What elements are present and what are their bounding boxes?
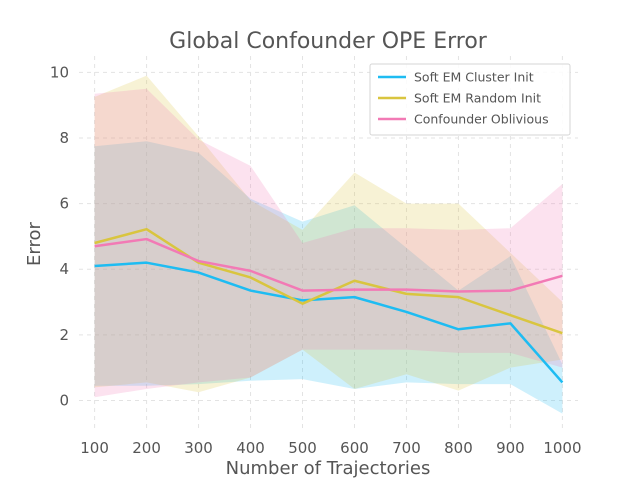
legend-box [369, 63, 571, 136]
x-tick-label: 900 [496, 439, 525, 457]
series-lines [94, 227, 564, 384]
tick-labels: 100 200 300 400 500 600 700 800 900 1000 0 2 4 6 8 10 [50, 63, 582, 457]
legend-label: Confounder Oblivious [414, 112, 549, 127]
series-line [94, 261, 564, 384]
chart-title: Global Confounder OPE Error [169, 29, 488, 54]
x-tick-label: 300 [184, 439, 213, 457]
confidence-band [94, 88, 563, 398]
x-tick-label: 800 [444, 439, 473, 457]
grid [79, 56, 578, 430]
legend: Soft EM Cluster Init Soft EM Random Init C… [369, 63, 571, 136]
x-tick-label: 400 [236, 439, 265, 457]
x-tick-label: 100 [80, 439, 109, 457]
confidence-bands [94, 75, 563, 414]
series-line [94, 237, 563, 293]
y-tick-label: 8 [59, 129, 69, 147]
x-tick-label: 600 [340, 439, 369, 457]
x-axis-label: Number of Trajectories [226, 458, 431, 479]
x-tick-label: 200 [132, 439, 161, 457]
y-axis-label: Error [24, 221, 45, 265]
x-tick-label: 500 [288, 439, 317, 457]
y-tick-label: 2 [59, 326, 69, 344]
legend-label: Soft EM Cluster Init [414, 70, 534, 85]
series-line [94, 227, 563, 335]
confidence-band [94, 141, 563, 414]
x-tick-label: 1000 [543, 439, 581, 457]
legend-label: Soft EM Random Init [414, 91, 541, 106]
y-tick-label: 10 [50, 63, 69, 81]
y-tick-label: 0 [59, 391, 69, 409]
confidence-band [94, 75, 563, 393]
y-tick-label: 6 [59, 195, 69, 213]
y-tick-label: 4 [59, 260, 69, 278]
x-tick-label: 700 [392, 439, 421, 457]
